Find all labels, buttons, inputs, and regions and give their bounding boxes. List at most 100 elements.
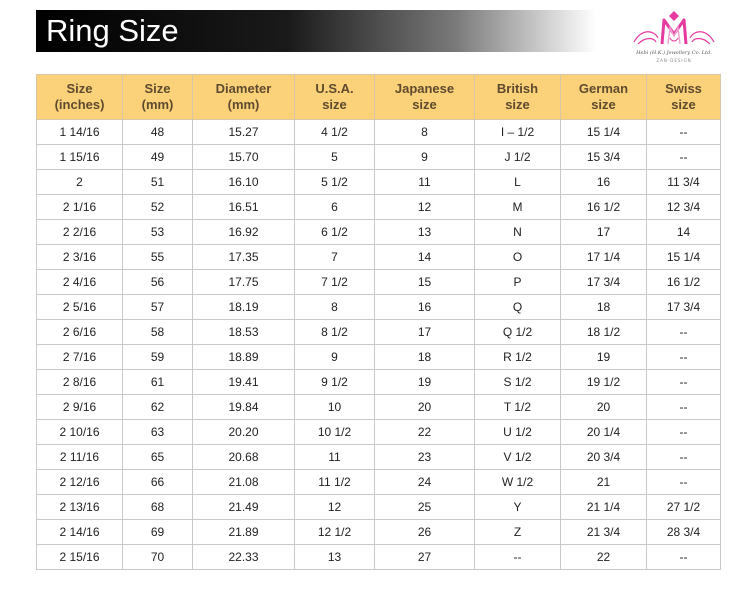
cell-japanese-size: 27: [374, 544, 475, 570]
cell-british-size: U 1/2: [474, 419, 561, 445]
cell-usa-size: 9: [294, 344, 375, 370]
cell-usa-size: 5: [294, 144, 375, 170]
column-header-line: (inches): [54, 97, 105, 112]
cell-swiss-size: 15 1/4: [646, 244, 721, 270]
cell-diameter-mm: 16.10: [192, 169, 295, 195]
cell-british-size: P: [474, 269, 561, 295]
cell-japanese-size: 11: [374, 169, 475, 195]
cell-swiss-size: 28 3/4: [646, 519, 721, 545]
cell-japanese-size: 25: [374, 494, 475, 520]
cell-british-size: M: [474, 194, 561, 220]
cell-size-inches: 1 14/16: [36, 119, 123, 145]
cell-usa-size: 10: [294, 394, 375, 420]
cell-swiss-size: --: [646, 469, 721, 495]
cell-diameter-mm: 15.27: [192, 119, 295, 145]
cell-japanese-size: 19: [374, 369, 475, 395]
cell-german-size: 21 3/4: [560, 519, 647, 545]
cell-japanese-size: 20: [374, 394, 475, 420]
cell-german-size: 17: [560, 219, 647, 245]
cell-german-size: 21 1/4: [560, 494, 647, 520]
column-header-usa-size: U.S.A. size: [294, 74, 375, 120]
column-header-line: British: [496, 81, 539, 96]
column-header-line: German: [578, 81, 629, 96]
cell-size-inches: 2 11/16: [36, 444, 123, 470]
cell-british-size: S 1/2: [474, 369, 561, 395]
cell-size-inches: 2 14/16: [36, 519, 123, 545]
logo-emblem-icon: [633, 11, 715, 45]
cell-size-mm: 58: [122, 319, 193, 345]
table-row: 2 6/16 58 18.53 8 1/2 17 Q 1/2 18 1/2 --: [36, 319, 721, 345]
cell-german-size: 16: [560, 169, 647, 195]
cell-swiss-size: --: [646, 444, 721, 470]
column-header-japanese-size: Japanese size: [374, 74, 475, 120]
cell-swiss-size: 12 3/4: [646, 194, 721, 220]
cell-size-inches: 2 10/16: [36, 419, 123, 445]
cell-size-mm: 70: [122, 544, 193, 570]
cell-diameter-mm: 19.41: [192, 369, 295, 395]
cell-german-size: 15 3/4: [560, 144, 647, 170]
column-header-diameter-mm: Diameter (mm): [192, 74, 295, 120]
cell-japanese-size: 13: [374, 219, 475, 245]
cell-british-size: N: [474, 219, 561, 245]
cell-diameter-mm: 21.89: [192, 519, 295, 545]
column-header-line: Diameter: [215, 81, 272, 96]
column-header-line: size: [412, 97, 437, 112]
cell-british-size: Y: [474, 494, 561, 520]
cell-size-mm: 51: [122, 169, 193, 195]
cell-size-mm: 61: [122, 369, 193, 395]
cell-size-inches: 2 2/16: [36, 219, 123, 245]
cell-usa-size: 9 1/2: [294, 369, 375, 395]
table-row: 2 1/16 52 16.51 6 12 M 16 1/2 12 3/4: [36, 194, 721, 220]
cell-british-size: J 1/2: [474, 144, 561, 170]
cell-size-inches: 2 1/16: [36, 194, 123, 220]
column-header-line: Size: [66, 81, 93, 96]
cell-size-mm: 53: [122, 219, 193, 245]
table-row: 2 12/16 66 21.08 11 1/2 24 W 1/2 21 --: [36, 469, 721, 495]
cell-british-size: I – 1/2: [474, 119, 561, 145]
cell-diameter-mm: 17.75: [192, 269, 295, 295]
column-header-line: (mm): [141, 97, 174, 112]
cell-british-size: Q: [474, 294, 561, 320]
column-header-line: size: [505, 97, 530, 112]
cell-swiss-size: 11 3/4: [646, 169, 721, 195]
cell-german-size: 17 3/4: [560, 269, 647, 295]
cell-size-mm: 65: [122, 444, 193, 470]
column-header-line: size: [671, 97, 696, 112]
cell-japanese-size: 22: [374, 419, 475, 445]
column-header-line: Japanese: [394, 81, 455, 96]
cell-german-size: 20 1/4: [560, 419, 647, 445]
cell-usa-size: 12: [294, 494, 375, 520]
cell-swiss-size: --: [646, 369, 721, 395]
table-row: 2 3/16 55 17.35 7 14 O 17 1/4 15 1/4: [36, 244, 721, 270]
cell-usa-size: 10 1/2: [294, 419, 375, 445]
table-row: 1 14/16 48 15.27 4 1/2 8 I – 1/2 15 1/4 --: [36, 119, 721, 145]
cell-diameter-mm: 21.08: [192, 469, 295, 495]
cell-size-inches: 2: [36, 169, 123, 195]
cell-swiss-size: 14: [646, 219, 721, 245]
cell-german-size: 22: [560, 544, 647, 570]
cell-british-size: T 1/2: [474, 394, 561, 420]
cell-japanese-size: 12: [374, 194, 475, 220]
cell-usa-size: 7: [294, 244, 375, 270]
cell-diameter-mm: 18.19: [192, 294, 295, 320]
cell-japanese-size: 8: [374, 119, 475, 145]
cell-diameter-mm: 20.68: [192, 444, 295, 470]
cell-german-size: 20: [560, 394, 647, 420]
cell-swiss-size: --: [646, 544, 721, 570]
cell-german-size: 19: [560, 344, 647, 370]
cell-diameter-mm: 21.49: [192, 494, 295, 520]
cell-swiss-size: --: [646, 319, 721, 345]
cell-size-inches: 2 13/16: [36, 494, 123, 520]
table-row: 2 15/16 70 22.33 13 27 -- 22 --: [36, 544, 721, 570]
cell-size-mm: 66: [122, 469, 193, 495]
table-row: 2 13/16 68 21.49 12 25 Y 21 1/4 27 1/2: [36, 494, 721, 520]
cell-size-inches: 2 3/16: [36, 244, 123, 270]
cell-german-size: 18 1/2: [560, 319, 647, 345]
cell-usa-size: 8 1/2: [294, 319, 375, 345]
cell-swiss-size: --: [646, 144, 721, 170]
cell-british-size: --: [474, 544, 561, 570]
cell-british-size: V 1/2: [474, 444, 561, 470]
cell-british-size: Z: [474, 519, 561, 545]
cell-size-mm: 56: [122, 269, 193, 295]
table-row: 1 15/16 49 15.70 5 9 J 1/2 15 3/4 --: [36, 144, 721, 170]
